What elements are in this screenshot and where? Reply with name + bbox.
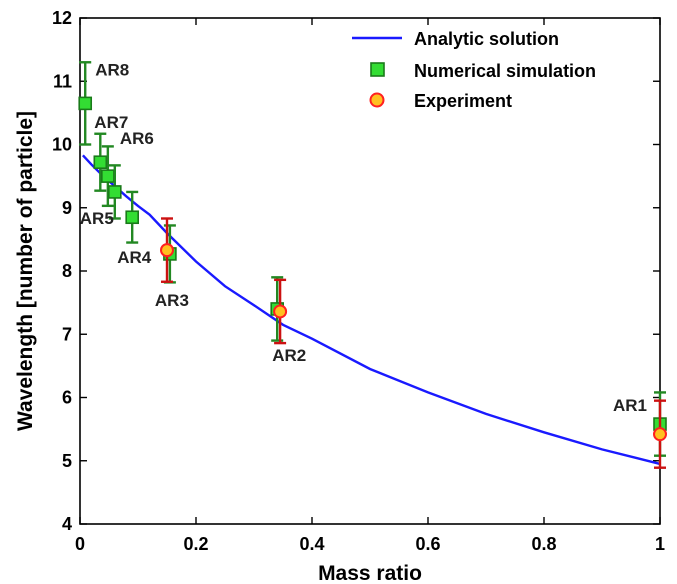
x-tick-label: 0.6 — [415, 534, 440, 554]
x-tick-label: 0 — [75, 534, 85, 554]
y-tick-label: 7 — [62, 324, 72, 344]
point-label: AR3 — [155, 291, 189, 310]
y-tick-label: 11 — [53, 71, 72, 91]
y-tick-label: 4 — [62, 514, 72, 534]
simulation-marker — [93, 155, 108, 170]
simulation-marker — [101, 169, 115, 183]
y-tick-label: 6 — [62, 388, 72, 408]
point-label: AR1 — [613, 396, 647, 415]
x-tick-label: 0.2 — [183, 534, 208, 554]
legend-label: Numerical simulation — [414, 61, 596, 81]
experiment-markers-group — [160, 217, 667, 469]
experiment-marker — [160, 243, 174, 258]
y-tick-label: 9 — [62, 198, 72, 218]
legend-label: Analytic solution — [414, 29, 559, 49]
axes: 0 0.2 0.4 0.6 0.8 1 4 5 6 7 8 9 10 11 12 Mass ratio Wave… — [14, 8, 665, 584]
simulation-marker — [108, 185, 122, 199]
point-label: AR6 — [120, 129, 154, 148]
simulation-marker — [125, 210, 139, 225]
point-label: AR7 — [94, 113, 128, 132]
y-tick-label: 8 — [62, 261, 72, 281]
point-label: AR5 — [80, 209, 114, 228]
legend-label: Experiment — [414, 91, 512, 111]
experiment-marker — [273, 304, 288, 319]
x-tick-label: 1 — [655, 534, 665, 554]
point-label: AR4 — [117, 248, 152, 267]
simulation-marker — [78, 96, 93, 111]
legend-square-swatch — [370, 62, 385, 77]
point-label: AR8 — [95, 60, 129, 79]
x-tick-label: 0.8 — [531, 534, 556, 554]
experiment-marker — [653, 427, 667, 442]
x-tick-label: 0.4 — [299, 534, 324, 554]
y-axis-title: Wavelength [number of particle] — [14, 111, 37, 431]
legend-circle-swatch — [369, 92, 385, 108]
legend: Analytic solution Numerical simulation Exp… — [352, 29, 596, 111]
y-tick-label: 5 — [62, 451, 72, 471]
x-axis-title: Mass ratio — [318, 562, 422, 584]
point-label: AR2 — [272, 346, 306, 365]
y-tick-label: 12 — [52, 8, 72, 28]
y-tick-label: 10 — [52, 135, 72, 155]
